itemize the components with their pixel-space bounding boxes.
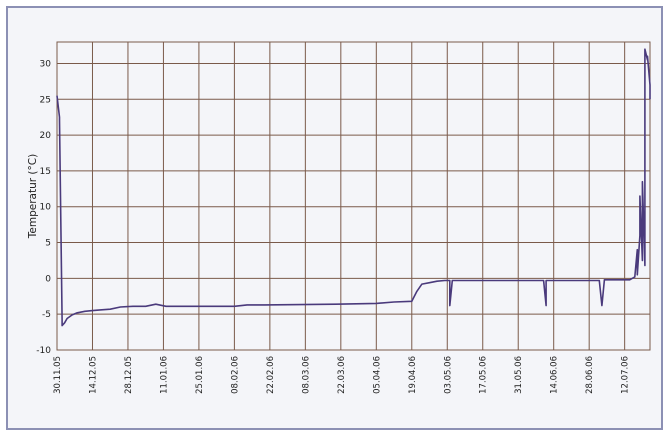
x-tick-label: 14.06.06 bbox=[550, 356, 560, 394]
y-tick-label: -5 bbox=[42, 310, 51, 320]
y-tick-label: 10 bbox=[40, 203, 52, 213]
x-tick-label: 25.01.06 bbox=[195, 356, 205, 394]
y-tick-label: 5 bbox=[45, 239, 51, 249]
plot-border bbox=[56, 41, 651, 351]
x-tick-label: 08.03.06 bbox=[301, 356, 311, 394]
temperature-series-line bbox=[56, 48, 651, 327]
x-tick-label: 31.05.06 bbox=[514, 356, 524, 394]
y-tick-label: 25 bbox=[40, 95, 51, 105]
x-tick-label: 22.03.06 bbox=[337, 356, 347, 394]
x-tick-label: 19.04.06 bbox=[408, 356, 418, 394]
y-tick-label: 15 bbox=[40, 167, 51, 177]
y-axis-ticks: 30 25 20 15 10 5 0 -5 -10 bbox=[36, 59, 51, 356]
y-tick-label: 30 bbox=[40, 59, 52, 69]
x-tick-label: 08.02.06 bbox=[230, 356, 240, 394]
y-axis-label: Temperatur (°C) bbox=[27, 154, 39, 239]
y-tick-label: -10 bbox=[36, 346, 51, 356]
x-tick-label: 12.07.06 bbox=[621, 356, 631, 394]
x-tick-label: 05.04.06 bbox=[372, 356, 382, 394]
x-tick-label: 28.06.06 bbox=[585, 356, 595, 394]
y-tick-label: 0 bbox=[45, 274, 51, 284]
x-tick-label: 30.11.05 bbox=[53, 356, 63, 394]
x-tick-label: 03.05.06 bbox=[443, 356, 453, 394]
x-tick-label: 28.12.05 bbox=[124, 356, 134, 394]
x-tick-label: 17.05.06 bbox=[479, 356, 489, 394]
x-tick-label: 22.02.06 bbox=[266, 356, 276, 394]
x-tick-label: 11.01.06 bbox=[159, 356, 169, 394]
x-axis-ticks: 30.11.05 14.12.05 28.12.05 11.01.06 25.01.06… bbox=[53, 356, 631, 394]
x-tick-label: 14.12.05 bbox=[88, 356, 98, 394]
chart-grid bbox=[56, 41, 651, 351]
y-tick-label: 20 bbox=[40, 131, 52, 141]
series-layer bbox=[56, 48, 651, 327]
